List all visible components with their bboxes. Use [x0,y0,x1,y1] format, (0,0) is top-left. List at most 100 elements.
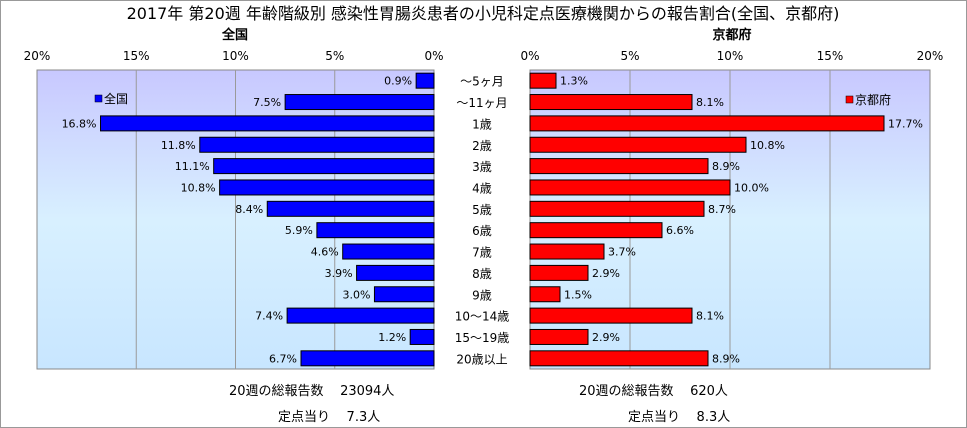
category-label: 3歳 [472,160,492,174]
data-label-kyoto: 2.9% [592,331,620,344]
data-label-national: 7.4% [255,310,283,323]
data-label-national: 10.8% [181,181,216,194]
data-label-national: 0.9% [384,75,412,88]
category-label: 4歳 [472,181,492,195]
bars-kyoto: 1.3% 8.1% 17.7% 10.8% 8.9% 10.0% 8.7% 6.6% 3.7% 2… [529,72,923,367]
x-tick-label: 5% [325,49,344,63]
national-per-site: 定点当り 7.3人 [278,406,380,425]
national-report-value: 23094人 [340,384,395,399]
x-ticks-kyoto: 0% 5% 10% 15% 20% [520,49,943,63]
category-label: ～5ヶ月 [460,75,504,89]
x-tick-label: 15% [123,49,150,63]
bar-national [284,94,435,111]
data-label-national: 8.4% [235,203,263,216]
bar-national [356,264,435,281]
data-label-kyoto: 8.1% [696,96,724,109]
data-label-kyoto: 1.5% [564,288,592,301]
bar-national [373,286,435,303]
data-label-kyoto: 17.7% [888,117,923,130]
national-per-site-label: 定点当り [278,410,331,425]
bar-national [342,243,435,260]
data-label-kyoto: 2.9% [592,267,620,280]
bar-national [219,179,435,196]
bar-kyoto [529,179,731,196]
bar-kyoto [529,350,709,367]
x-ticks-national: 20% 15% 10% 5% 0% [24,49,444,63]
data-label-kyoto: 8.7% [708,203,736,216]
x-tick-label: 10% [717,49,744,63]
bar-national [316,222,435,239]
data-label-national: 1.2% [378,331,406,344]
data-label-national: 3.0% [342,288,370,301]
x-tick-label: 0% [520,49,539,63]
x-tick-label: 5% [620,49,639,63]
legend-label-kyoto: 京都府 [855,92,891,107]
category-label: 8歳 [472,267,492,281]
data-label-kyoto: 3.7% [608,246,636,259]
x-tick-label: 20% [24,49,51,63]
bar-kyoto [529,243,605,260]
bar-national [266,200,435,217]
x-tick-label: 0% [424,49,443,63]
bar-kyoto [529,222,663,239]
kyoto-report-value: 620人 [690,384,728,399]
data-label-national: 11.8% [161,139,196,152]
category-labels: ～5ヶ月 ～11ヶ月 1歳 2歳 3歳 4歳 5歳 6歳 7歳 8歳 9歳 10～14歳 15～19歳 2… [455,75,510,367]
kyoto-per-site: 定点当り 8.3人 [628,406,730,425]
data-label-kyoto: 1.3% [560,75,588,88]
category-label: 10～14歳 [455,310,510,324]
bar-kyoto [529,72,557,89]
x-tick-label: 10% [222,49,249,63]
data-label-kyoto: 6.6% [666,224,694,237]
bar-kyoto [529,328,589,345]
bar-kyoto [529,264,589,281]
bar-national [300,350,435,367]
bar-national [409,328,435,345]
bar-national [286,307,435,324]
bars-national: 0.9% 7.5% 16.8% 11.8% 11.1% 10.8% 8.4% 5.9% 4.6%… [62,72,435,367]
bar-kyoto [529,115,885,132]
x-tick-label: 15% [817,49,844,63]
legend-label-national: 全国 [104,91,128,106]
bar-kyoto [529,158,709,175]
category-label: 15～19歳 [455,331,510,345]
category-label: 9歳 [472,288,492,302]
kyoto-per-site-value: 8.3人 [696,410,731,425]
national-report-label: 20週の総報告数 [229,384,324,399]
data-label-national: 11.1% [175,160,210,173]
data-label-national: 6.7% [269,352,297,365]
bar-kyoto [529,94,693,111]
panel-title-national: 全国 [221,27,248,43]
data-label-kyoto: 8.9% [712,160,740,173]
legend-swatch-kyoto [845,95,854,104]
data-label-national: 16.8% [62,117,97,130]
category-label: 2歳 [472,139,492,153]
bar-national [213,158,435,175]
legend-kyoto: 京都府 [845,92,891,107]
data-label-kyoto: 10.8% [750,139,785,152]
data-label-national: 5.9% [285,224,313,237]
panel-title-kyoto: 京都府 [712,27,751,43]
bar-kyoto [529,286,561,303]
bar-national [100,115,435,132]
national-report-count: 20週の総報告数 23094人 [229,380,394,399]
kyoto-report-count: 20週の総報告数 620人 [579,380,728,399]
category-label: 5歳 [472,203,492,217]
bar-kyoto [529,136,747,153]
category-label: ～11ヶ月 [456,96,507,110]
x-tick-label: 20% [917,49,944,63]
data-label-national: 3.9% [325,267,353,280]
kyoto-per-site-label: 定点当り [628,410,681,425]
bar-kyoto [529,307,693,324]
data-label-kyoto: 8.9% [712,352,740,365]
legend-swatch-national [94,94,103,103]
category-label: 1歳 [472,117,492,131]
bar-national [199,136,435,153]
national-per-site-value: 7.3人 [346,410,381,425]
category-label: 20歳以上 [456,352,507,366]
category-label: 7歳 [472,246,492,260]
bar-national [415,72,435,89]
chart-title: 2017年 第20週 年齢階級別 感染性胃腸炎患者の小児科定点医療機関からの報告… [127,4,840,23]
category-label: 6歳 [472,224,492,238]
